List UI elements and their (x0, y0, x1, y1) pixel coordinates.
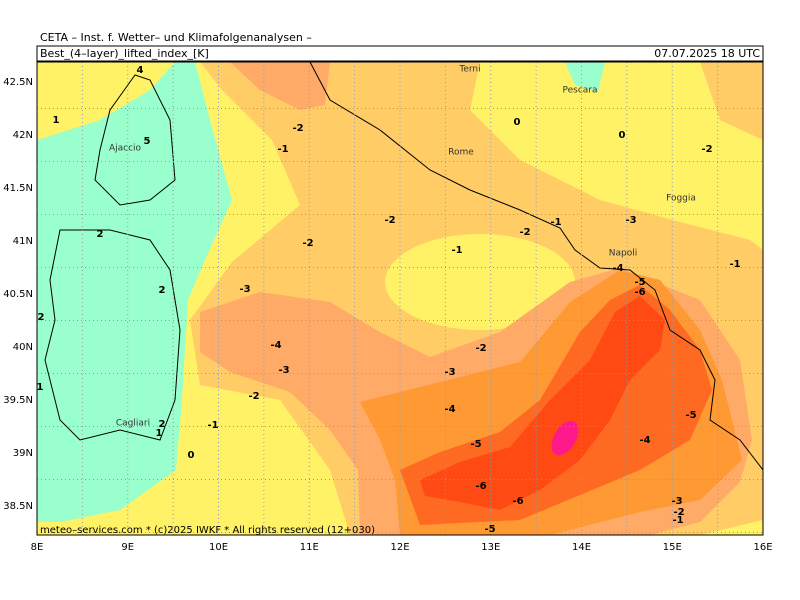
lat-label: 42.5N (3, 77, 33, 88)
coastline (44, 229, 181, 441)
contour-label: 2 (38, 312, 45, 323)
contour-label: 2 (159, 419, 166, 430)
contour-label: -5 (470, 439, 481, 450)
map-field (37, 62, 763, 535)
city-label: Rome (448, 148, 474, 158)
lon-label: 8E (31, 542, 44, 553)
zone-cyan (565, 62, 605, 92)
contour-label: -1 (277, 144, 288, 155)
contour-label: -2 (701, 144, 712, 155)
contour-label: -1 (672, 515, 683, 526)
lat-label: 39N (13, 448, 33, 459)
header: CETA – Inst. f. Wetter– und Klimafolgena… (40, 31, 312, 44)
lon-label: 14E (572, 542, 591, 553)
contour-label: -6 (512, 496, 523, 507)
contour-label: 1 (53, 115, 60, 126)
lon-label: 12E (390, 542, 409, 553)
contour-label: -1 (550, 217, 561, 228)
lat-label: 40.5N (3, 289, 33, 300)
contour-label: -5 (634, 277, 645, 288)
contour-label: 5 (144, 136, 151, 147)
city-label: Cagliari (116, 419, 150, 429)
lat-label: 41N (13, 236, 33, 247)
contour-label: -4 (444, 404, 455, 415)
contour-label: -3 (278, 365, 289, 376)
footer: meteo–services.com * (c)2025 IWKF * All … (40, 525, 375, 536)
contour-label: 0 (619, 130, 626, 141)
contour-label: 2 (97, 229, 104, 240)
contour-label: 0 (514, 117, 521, 128)
city-label: Foggia (666, 194, 696, 204)
contour-label: -3 (239, 284, 250, 295)
contour-label: -5 (685, 410, 696, 421)
zone-red (420, 296, 665, 510)
zone-magenta (551, 420, 579, 456)
contour-label: -6 (634, 287, 645, 298)
city-label: Napoli (609, 249, 637, 259)
contour-label: -2 (673, 507, 684, 518)
contour-label: 1 (37, 382, 44, 393)
contour-label: -4 (270, 340, 281, 351)
contour-label: -1 (729, 259, 740, 270)
contour-label: -2 (384, 215, 395, 226)
city-label: Terni (458, 65, 480, 75)
lon-label: 9E (121, 542, 134, 553)
lat-label: 39.5N (3, 395, 33, 406)
title: Best_(4–layer)_lifted_index_[K] (40, 47, 209, 60)
zone-yellow (385, 234, 575, 330)
lat-label: 38.5N (3, 501, 33, 512)
contour-label: -5 (484, 524, 495, 535)
contour-label: -1 (451, 245, 462, 256)
lon-label: 16E (753, 542, 772, 553)
contour-label: 1 (156, 428, 163, 439)
lon-label: 11E (300, 542, 319, 553)
contour-label: -3 (671, 496, 682, 507)
contour-label: -4 (639, 435, 650, 446)
contour-label: -3 (625, 215, 636, 226)
contour-label: -6 (475, 481, 486, 492)
contour-label: -4 (612, 263, 623, 274)
contour-label: -3 (444, 367, 455, 378)
zone-cyan (37, 62, 232, 522)
map-frame (36, 61, 764, 536)
lat-label: 42N (13, 130, 33, 141)
contour-label: 0 (188, 450, 195, 461)
title-box (36, 45, 764, 62)
coastline (94, 74, 176, 206)
contour-label: -1 (207, 420, 218, 431)
contour-label: 4 (137, 65, 144, 76)
lat-label: 41.5N (3, 183, 33, 194)
zone-light-orange (700, 62, 763, 140)
city-label: Pescara (562, 86, 597, 96)
lat-label: 40N (13, 342, 33, 353)
lon-label: 15E (663, 542, 682, 553)
coastline (309, 62, 763, 471)
contour-label: 2 (159, 285, 166, 296)
lon-label: 13E (481, 542, 500, 553)
contour-label: -2 (519, 227, 530, 238)
datetime: 07.07.2025 18 UTC (654, 47, 760, 60)
contour-label: -2 (248, 391, 259, 402)
city-label: Ajaccio (109, 144, 142, 154)
zone-salmon (230, 62, 330, 110)
contour-label: -2 (292, 123, 303, 134)
contour-label: -2 (302, 238, 313, 249)
lon-label: 10E (209, 542, 228, 553)
contour-label: -2 (475, 343, 486, 354)
